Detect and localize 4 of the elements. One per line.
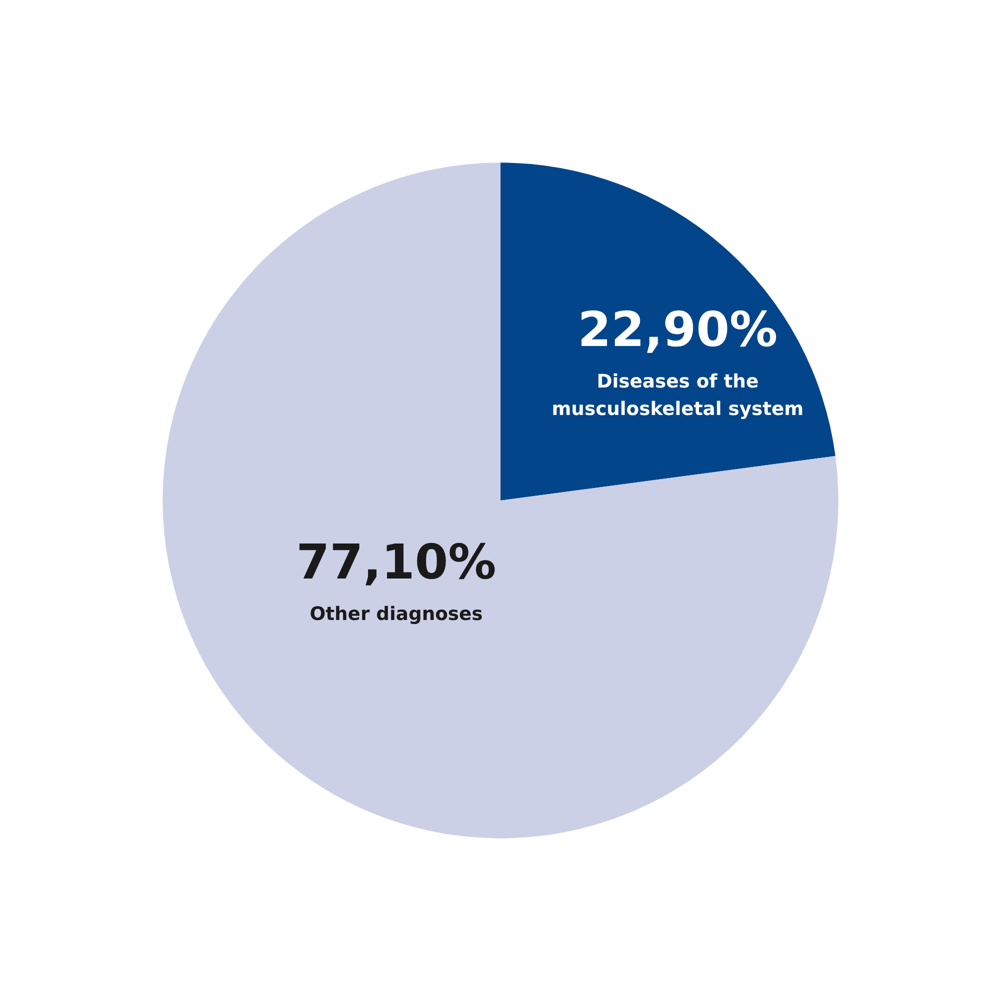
slice-label: Diseases of the musculoskeletal system [552,372,804,420]
slice-label: Other diagnoses [310,604,483,625]
data-label: 77,10% [296,534,496,590]
data-label: 22,90% [578,302,778,358]
